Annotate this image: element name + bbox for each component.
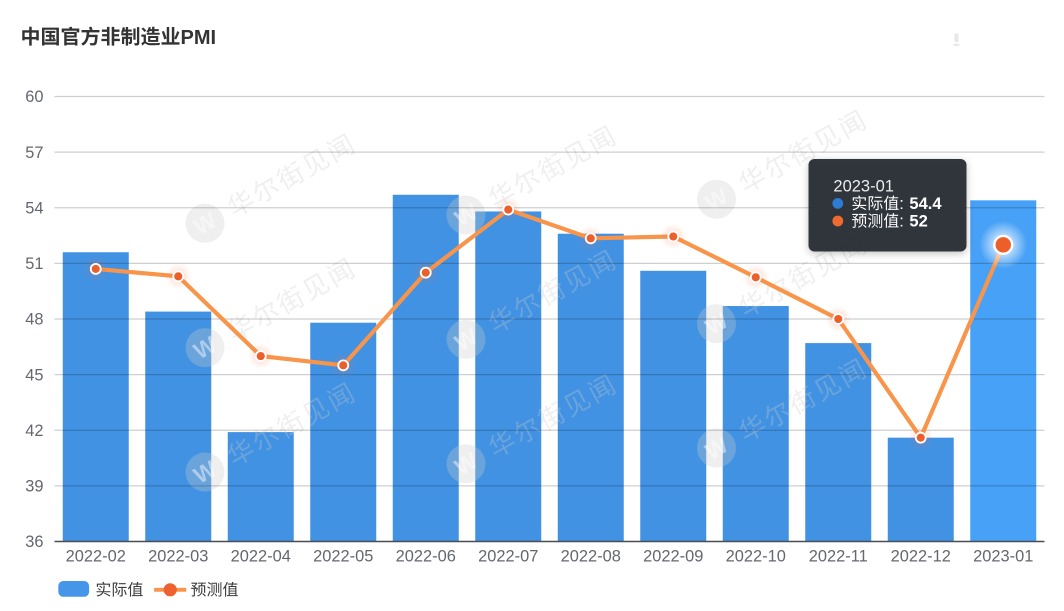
svg-text:2022-08: 2022-08 [561, 547, 621, 565]
svg-text:PMI: PMI [181, 27, 217, 49]
svg-text::: : [899, 213, 904, 231]
svg-text:52: 52 [909, 213, 927, 231]
svg-text:2022-10: 2022-10 [726, 547, 786, 565]
svg-text:2022-02: 2022-02 [66, 547, 126, 565]
svg-text:39: 39 [25, 478, 43, 496]
svg-text:2022-07: 2022-07 [478, 547, 538, 565]
svg-text:51: 51 [25, 255, 43, 273]
svg-text:2022-11: 2022-11 [809, 547, 868, 565]
svg-text:2022-09: 2022-09 [643, 547, 703, 565]
svg-text:54.4: 54.4 [909, 195, 942, 213]
svg-text:2022-12: 2022-12 [891, 547, 951, 565]
svg-text:2023-01: 2023-01 [833, 178, 894, 196]
svg-text:2022-06: 2022-06 [396, 547, 456, 565]
svg-text:2022-03: 2022-03 [148, 547, 208, 565]
svg-text:36: 36 [25, 533, 43, 551]
svg-text:54: 54 [25, 199, 43, 217]
svg-text:2023-01: 2023-01 [973, 547, 1033, 565]
svg-text::: : [899, 195, 904, 213]
svg-text:48: 48 [25, 311, 43, 329]
svg-text:57: 57 [25, 144, 43, 162]
svg-text:45: 45 [25, 366, 43, 384]
svg-text:2022-04: 2022-04 [231, 547, 291, 565]
svg-text:2022-05: 2022-05 [313, 547, 373, 565]
svg-text:42: 42 [25, 422, 43, 440]
svg-text:60: 60 [25, 88, 43, 106]
